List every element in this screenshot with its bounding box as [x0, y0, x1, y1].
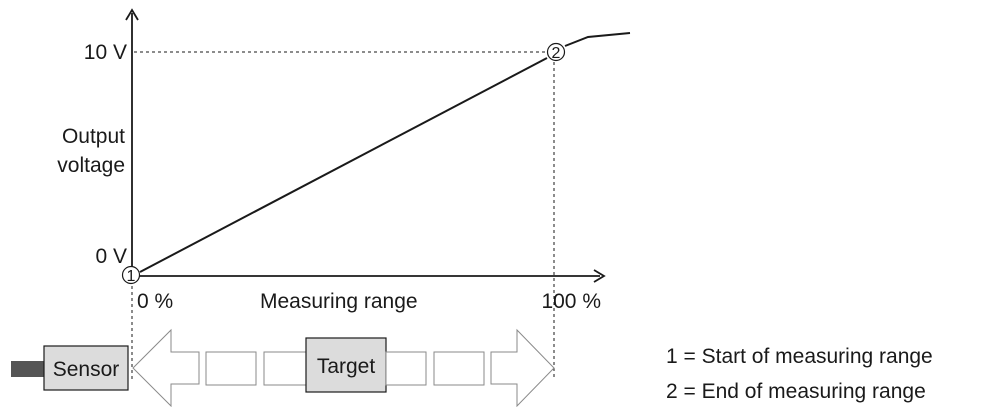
saturation-curve	[564, 32, 631, 47]
y-axis-label-line2: voltage	[57, 154, 125, 177]
right-direction-arrow-icon	[490, 328, 555, 407]
end-marker-label: 2	[552, 45, 561, 62]
left-direction-arrow-icon	[132, 328, 200, 407]
legend-item-start: 1 = Start of measuring range	[666, 345, 933, 368]
end-marker-circle	[546, 42, 566, 62]
sensor-cable	[11, 361, 45, 377]
x-axis-label: Measuring range	[260, 290, 418, 313]
y-tick-10v: 10 V	[84, 41, 127, 64]
sensor-body	[43, 345, 129, 391]
spacer-box-4	[433, 351, 485, 386]
linear-characteristic-line	[139, 57, 548, 273]
sensor-label: Sensor	[53, 358, 120, 381]
target-label: Target	[317, 355, 376, 378]
x-tick-100-percent: 100 %	[541, 290, 601, 313]
start-marker-label: 1	[127, 268, 136, 285]
target-body	[305, 337, 387, 393]
x-axis-arrow-icon	[593, 269, 606, 283]
y-axis-arrow-icon	[125, 8, 139, 21]
start-marker-circle	[121, 265, 141, 285]
spacer-box-1	[205, 351, 257, 386]
x-tick-0-percent: 0 %	[137, 290, 173, 313]
y-axis-label-line1: Output	[62, 125, 125, 148]
y-tick-0v: 0 V	[95, 245, 127, 268]
spacer-box-2	[263, 351, 307, 386]
legend-item-end: 2 = End of measuring range	[666, 380, 926, 403]
spacer-box-3	[385, 351, 427, 386]
